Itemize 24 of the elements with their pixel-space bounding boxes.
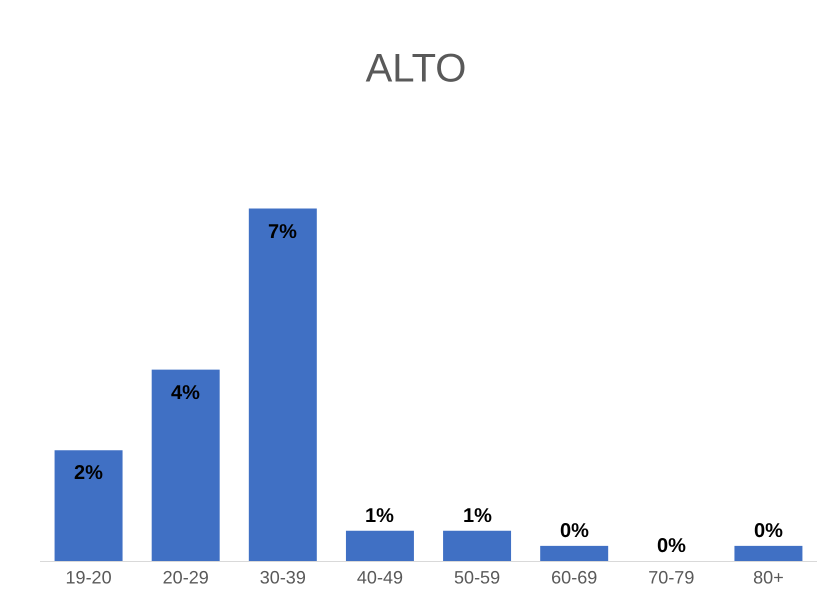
x-tick-label: 19-20 [66,568,112,588]
bar [152,370,220,561]
x-tick-label: 50-59 [454,568,500,588]
data-label: 0% [657,535,686,557]
data-label: 1% [365,505,394,527]
bar [540,546,608,561]
x-tick-label: 40-49 [356,568,403,588]
bar [54,450,123,561]
x-tick-label: 20-29 [162,568,209,588]
data-label: 4% [171,382,200,404]
bar [346,530,414,561]
x-tick-label: 70-79 [648,568,694,588]
bar [248,208,317,561]
data-label: 0% [560,520,590,542]
data-label: 2% [74,462,104,484]
data-label: 1% [463,505,492,527]
bar [734,546,802,561]
data-label: 7% [268,221,298,243]
bar [443,530,512,561]
x-tick-label: 30-39 [260,568,306,588]
x-tick-label: 80+ [753,568,784,588]
chart-title: ALTO [366,46,466,91]
data-label: 0% [754,520,784,542]
x-tick-label: 60-69 [551,568,598,588]
